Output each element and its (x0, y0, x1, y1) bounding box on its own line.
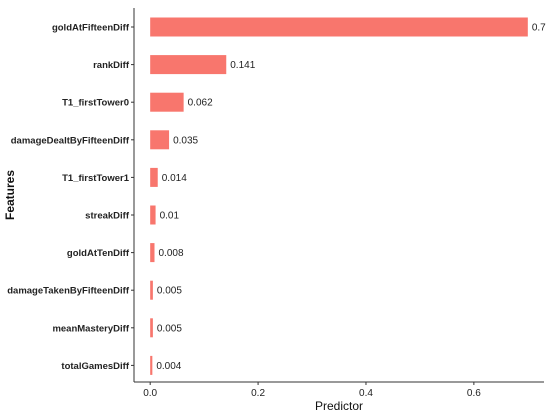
y-axis-title: Features (3, 170, 17, 220)
x-tick-label: 0.4 (359, 388, 373, 399)
x-tick-label: 0.0 (143, 388, 157, 399)
bar-T1_firstTower0 (150, 92, 184, 112)
data-label: 0.004 (156, 361, 181, 372)
data-label: 0.035 (173, 135, 198, 146)
category-label: damageDealtByFifteenDiff (11, 135, 130, 146)
data-labels-group: 0.7 0.141 0.062 0.035 0.014 0.01 0.008 0.005 0.0… (156, 23, 546, 372)
bar-streakDiff (150, 205, 156, 225)
x-tick-label: 0.2 (251, 388, 265, 399)
category-labels-group: goldAtFifteenDiff rankDiff T1_firstTower0d… (7, 23, 130, 372)
data-label: 0.141 (230, 60, 255, 71)
category-label: goldAtFifteenDiff (52, 23, 130, 34)
x-axis-title: Predictor (315, 399, 363, 413)
data-label: 0.014 (162, 173, 187, 184)
bar-damageDealtByFifteenDiff (150, 130, 170, 150)
bar-damageTakenByFifteenDiff (150, 280, 153, 300)
category-label: meanMasteryDiff (52, 323, 129, 334)
category-label: damageTakenByFifteenDiff (7, 286, 130, 297)
category-label: goldAtTenDiff (67, 248, 130, 259)
category-label: T1_firstTower0 (62, 98, 129, 109)
bars-group (150, 17, 528, 375)
data-label: 0.01 (160, 211, 180, 222)
category-label: totalGamesDiff (61, 361, 129, 372)
category-label: streakDiff (85, 211, 130, 222)
bar-goldAtTenDiff (150, 243, 155, 263)
bar-meanMasteryDiff (150, 318, 153, 338)
data-label: 0.005 (157, 323, 182, 334)
category-label: T1_firstTower1 (62, 173, 130, 184)
data-label: 0.008 (159, 248, 184, 259)
data-label: 0.005 (157, 286, 182, 297)
bar-goldAtFifteenDiff (150, 17, 528, 37)
bar-totalGamesDiff (150, 355, 153, 375)
bar-rankDiff (150, 55, 227, 75)
data-label: 0.062 (188, 98, 213, 109)
bar-T1_firstTower1 (150, 167, 158, 187)
ticks-group: 0.0 0.2 0.4 0.6 (131, 26, 481, 399)
data-label: 0.7 (532, 23, 546, 34)
x-tick-label: 0.6 (467, 388, 481, 399)
category-label: rankDiff (93, 60, 130, 71)
